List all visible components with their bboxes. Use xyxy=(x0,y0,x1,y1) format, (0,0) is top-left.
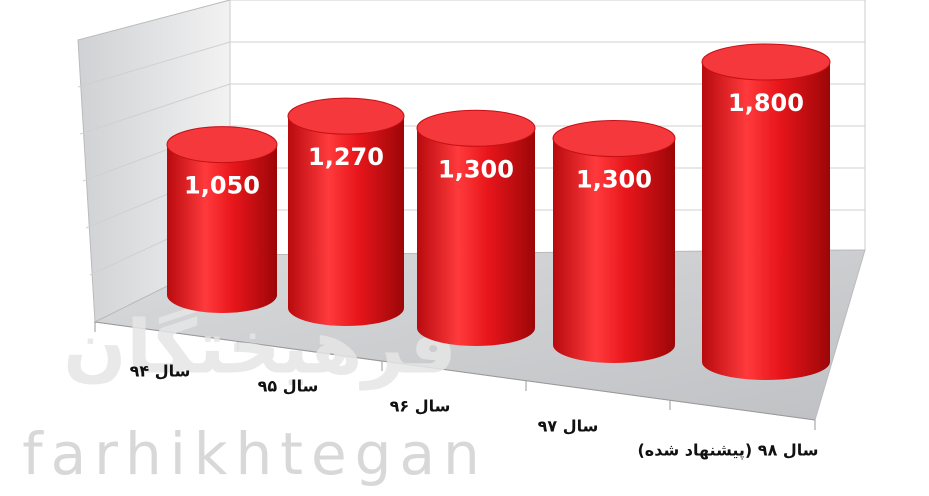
watermark-subtitle: farhikhtegan xyxy=(22,420,488,488)
cylinder-body xyxy=(288,116,404,326)
cylinder-body xyxy=(167,144,277,313)
cylinder: 1,050 xyxy=(166,126,278,313)
cylinder-body xyxy=(553,138,675,363)
cylinder-body xyxy=(417,128,535,346)
cylinder-body xyxy=(702,62,830,380)
x-tick-label: سال ۹۶ xyxy=(390,397,451,416)
cylinder-top xyxy=(287,97,405,135)
value-label: 1,050 xyxy=(184,172,260,200)
cylinder-top xyxy=(552,119,676,157)
cylinder: 1,300 xyxy=(416,109,536,346)
cylinder: 1,300 xyxy=(552,119,676,363)
cylinder-top xyxy=(166,126,278,164)
x-tick-label: سال ۹۷ xyxy=(538,417,599,436)
cylinder-top xyxy=(701,43,831,81)
x-tick-label: سال ۹۸ (پیشنهاد شده) xyxy=(637,441,818,461)
value-label: 1,270 xyxy=(308,143,384,171)
cylinder-top xyxy=(416,109,536,147)
value-label: 1,800 xyxy=(728,89,804,117)
x-tick-label: سال ۹۴ xyxy=(130,362,191,381)
cylinder: 1,800 xyxy=(701,43,831,380)
value-label: 1,300 xyxy=(576,165,652,193)
x-tick-label: سال ۹۵ xyxy=(258,377,319,396)
cylinder: 1,270 xyxy=(287,97,405,326)
value-label: 1,300 xyxy=(438,155,514,183)
